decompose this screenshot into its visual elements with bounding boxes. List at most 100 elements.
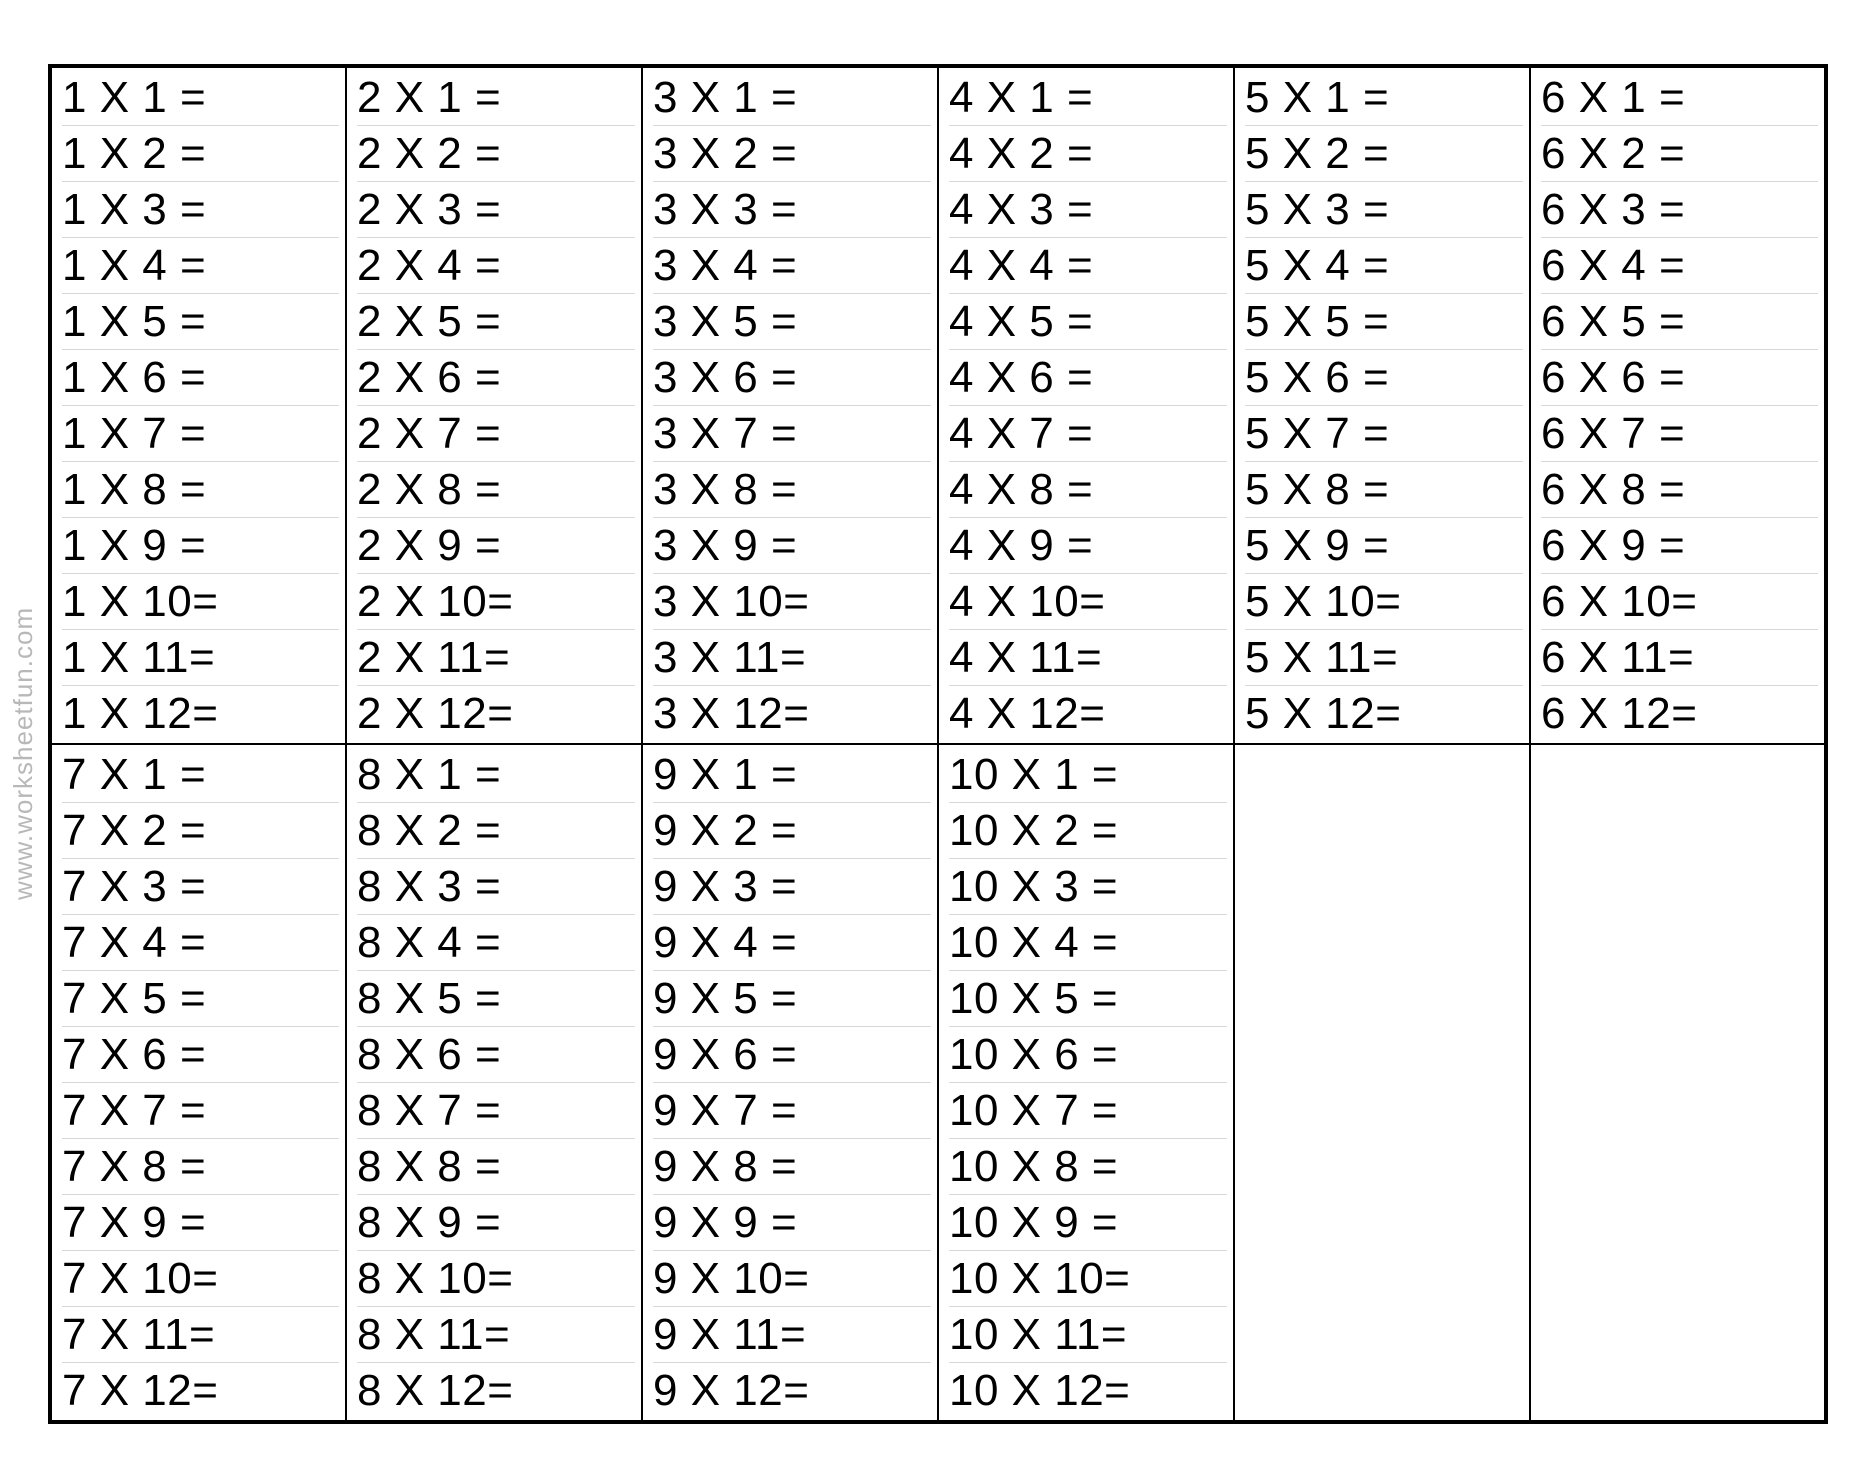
- equation: 3 X 11=: [653, 630, 931, 686]
- equation: 7 X 4 =: [62, 915, 339, 971]
- times-table-6: 6 X 1 =6 X 2 =6 X 3 =6 X 4 =6 X 5 =6 X 6…: [1530, 66, 1826, 744]
- equation: 9 X 1 =: [653, 747, 931, 803]
- equation: 8 X 7 =: [357, 1083, 635, 1139]
- equation: 8 X 4 =: [357, 915, 635, 971]
- equation: 1 X 4 =: [62, 238, 339, 294]
- equation: 9 X 3 =: [653, 859, 931, 915]
- equation: 5 X 9 =: [1245, 518, 1523, 574]
- table-row: 7 X 1 =7 X 2 =7 X 3 =7 X 4 =7 X 5 =7 X 6…: [50, 744, 1826, 1422]
- equation: 4 X 6 =: [949, 350, 1227, 406]
- equation: 5 X 8 =: [1245, 462, 1523, 518]
- empty-cell: [1234, 744, 1530, 1422]
- equation: 9 X 4 =: [653, 915, 931, 971]
- equation: 4 X 12=: [949, 686, 1227, 741]
- equation: 1 X 8 =: [62, 462, 339, 518]
- equation: 2 X 4 =: [357, 238, 635, 294]
- multiplication-table: 1 X 1 =1 X 2 =1 X 3 =1 X 4 =1 X 5 =1 X 6…: [48, 64, 1828, 1424]
- equation: 10 X 11=: [949, 1307, 1227, 1363]
- equation: 10 X 3 =: [949, 859, 1227, 915]
- equation: 4 X 10=: [949, 574, 1227, 630]
- equation: 2 X 1 =: [357, 70, 635, 126]
- equation: 10 X 10=: [949, 1251, 1227, 1307]
- equation: 10 X 1 =: [949, 747, 1227, 803]
- times-table-8: 8 X 1 =8 X 2 =8 X 3 =8 X 4 =8 X 5 =8 X 6…: [346, 744, 642, 1422]
- equation: 3 X 6 =: [653, 350, 931, 406]
- empty-cell: [1530, 744, 1826, 1422]
- equation: 10 X 7 =: [949, 1083, 1227, 1139]
- equation: 5 X 3 =: [1245, 182, 1523, 238]
- equation: 10 X 2 =: [949, 803, 1227, 859]
- equation: 3 X 2 =: [653, 126, 931, 182]
- equation: 1 X 2 =: [62, 126, 339, 182]
- equation: 2 X 3 =: [357, 182, 635, 238]
- equation: 4 X 11=: [949, 630, 1227, 686]
- times-table-7: 7 X 1 =7 X 2 =7 X 3 =7 X 4 =7 X 5 =7 X 6…: [50, 744, 346, 1422]
- equation: 8 X 6 =: [357, 1027, 635, 1083]
- times-table-1: 1 X 1 =1 X 2 =1 X 3 =1 X 4 =1 X 5 =1 X 6…: [50, 66, 346, 744]
- equation: 1 X 9 =: [62, 518, 339, 574]
- equation: 2 X 5 =: [357, 294, 635, 350]
- equation: 7 X 3 =: [62, 859, 339, 915]
- equation: 1 X 5 =: [62, 294, 339, 350]
- equation: 9 X 12=: [653, 1363, 931, 1418]
- equation: 7 X 12=: [62, 1363, 339, 1418]
- equation: 5 X 4 =: [1245, 238, 1523, 294]
- equation: 4 X 8 =: [949, 462, 1227, 518]
- equation: 6 X 3 =: [1541, 182, 1818, 238]
- table-row: 1 X 1 =1 X 2 =1 X 3 =1 X 4 =1 X 5 =1 X 6…: [50, 66, 1826, 744]
- times-table-10: 10 X 1 =10 X 2 =10 X 3 =10 X 4 =10 X 5 =…: [938, 744, 1234, 1422]
- times-table-5: 5 X 1 =5 X 2 =5 X 3 =5 X 4 =5 X 5 =5 X 6…: [1234, 66, 1530, 744]
- equation: 2 X 10=: [357, 574, 635, 630]
- equation: 5 X 7 =: [1245, 406, 1523, 462]
- equation: 7 X 11=: [62, 1307, 339, 1363]
- equation: 1 X 3 =: [62, 182, 339, 238]
- equation: 3 X 3 =: [653, 182, 931, 238]
- equation: 1 X 12=: [62, 686, 339, 741]
- equation: 7 X 6 =: [62, 1027, 339, 1083]
- equation: 6 X 7 =: [1541, 406, 1818, 462]
- equation: 5 X 6 =: [1245, 350, 1523, 406]
- equation: 10 X 8 =: [949, 1139, 1227, 1195]
- times-table-3: 3 X 1 =3 X 2 =3 X 3 =3 X 4 =3 X 5 =3 X 6…: [642, 66, 938, 744]
- equation: 4 X 3 =: [949, 182, 1227, 238]
- equation: 10 X 5 =: [949, 971, 1227, 1027]
- equation: 7 X 5 =: [62, 971, 339, 1027]
- equation: 9 X 9 =: [653, 1195, 931, 1251]
- equation: 4 X 7 =: [949, 406, 1227, 462]
- equation: 8 X 3 =: [357, 859, 635, 915]
- times-table-9: 9 X 1 =9 X 2 =9 X 3 =9 X 4 =9 X 5 =9 X 6…: [642, 744, 938, 1422]
- equation: 10 X 4 =: [949, 915, 1227, 971]
- equation: 8 X 5 =: [357, 971, 635, 1027]
- equation: 1 X 10=: [62, 574, 339, 630]
- equation: 5 X 10=: [1245, 574, 1523, 630]
- equation: 2 X 11=: [357, 630, 635, 686]
- table-body: 1 X 1 =1 X 2 =1 X 3 =1 X 4 =1 X 5 =1 X 6…: [50, 66, 1826, 1422]
- times-table-4: 4 X 1 =4 X 2 =4 X 3 =4 X 4 =4 X 5 =4 X 6…: [938, 66, 1234, 744]
- equation: 8 X 12=: [357, 1363, 635, 1418]
- equation: 5 X 5 =: [1245, 294, 1523, 350]
- equation: 9 X 8 =: [653, 1139, 931, 1195]
- equation: 7 X 1 =: [62, 747, 339, 803]
- equation: 10 X 12=: [949, 1363, 1227, 1418]
- equation: 3 X 7 =: [653, 406, 931, 462]
- equation: 4 X 4 =: [949, 238, 1227, 294]
- equation: 9 X 11=: [653, 1307, 931, 1363]
- equation: 1 X 6 =: [62, 350, 339, 406]
- equation: 1 X 11=: [62, 630, 339, 686]
- equation: 2 X 7 =: [357, 406, 635, 462]
- equation: 1 X 7 =: [62, 406, 339, 462]
- equation: 2 X 6 =: [357, 350, 635, 406]
- times-table-2: 2 X 1 =2 X 2 =2 X 3 =2 X 4 =2 X 5 =2 X 6…: [346, 66, 642, 744]
- equation: 4 X 5 =: [949, 294, 1227, 350]
- equation: 8 X 10=: [357, 1251, 635, 1307]
- equation: 7 X 8 =: [62, 1139, 339, 1195]
- equation: 2 X 12=: [357, 686, 635, 741]
- equation: 4 X 9 =: [949, 518, 1227, 574]
- equation: 8 X 1 =: [357, 747, 635, 803]
- equation: 3 X 9 =: [653, 518, 931, 574]
- equation: 3 X 10=: [653, 574, 931, 630]
- equation: 2 X 9 =: [357, 518, 635, 574]
- equation: 3 X 4 =: [653, 238, 931, 294]
- equation: 6 X 5 =: [1541, 294, 1818, 350]
- equation: 9 X 5 =: [653, 971, 931, 1027]
